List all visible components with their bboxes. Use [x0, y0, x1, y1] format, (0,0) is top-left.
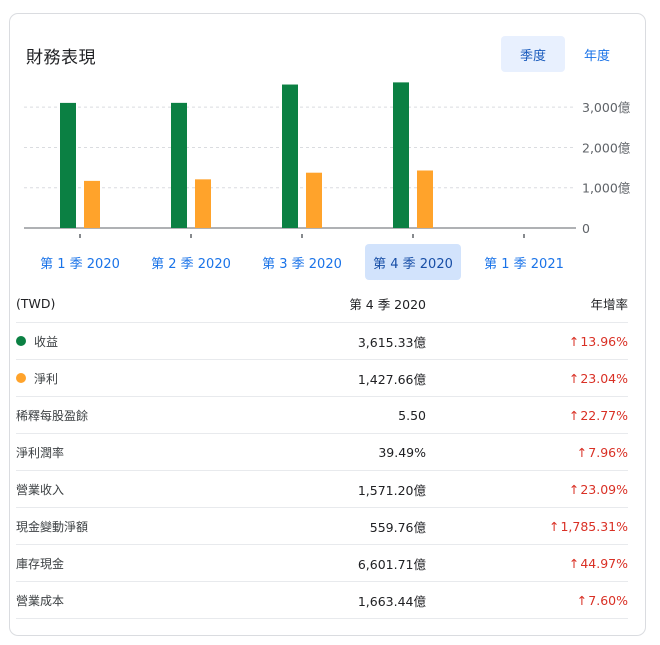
- yoy-change-value: 23.04%: [580, 370, 628, 386]
- arrow-up-icon: ↑: [568, 555, 580, 571]
- quarter-tab[interactable]: 第 1 季 2020: [40, 256, 120, 272]
- quarter-tab[interactable]: 第 4 季 2020: [365, 244, 461, 280]
- arrow-up-icon: ↑: [568, 407, 580, 423]
- metric-value: 1,427.66億: [357, 371, 426, 387]
- arrow-up-icon: ↑: [548, 518, 560, 534]
- table-row: 稀釋每股盈餘 5.50 ↑22.77%: [16, 397, 628, 434]
- yoy-change: ↑13.96%: [569, 334, 628, 349]
- period-header: 第 4 季 2020: [349, 297, 426, 312]
- table-row: 庫存現金 6,601.71億 ↑44.97%: [16, 545, 628, 582]
- yoy-change-value: 44.97%: [580, 555, 628, 571]
- yoy-change: ↑23.09%: [569, 482, 628, 497]
- y-tick-label: 2,000億: [582, 140, 631, 155]
- metric-value: 1,571.20億: [357, 482, 426, 498]
- net-income-bar[interactable]: [417, 170, 433, 228]
- card-title: 財務表現: [26, 48, 96, 68]
- arrow-up-icon: ↑: [576, 444, 588, 460]
- arrow-up-icon: ↑: [568, 370, 580, 386]
- net-income-bar[interactable]: [84, 180, 100, 228]
- net-income-bar[interactable]: [195, 179, 211, 228]
- metric-value: 559.76億: [369, 519, 426, 535]
- yoy-change: ↑1,785.31%: [549, 519, 628, 534]
- period-toggle: 季度 年度: [501, 36, 629, 72]
- table-row: 收益 3,615.33億 ↑13.96%: [16, 323, 628, 360]
- metric-label-text: 庫存現金: [16, 556, 65, 571]
- financial-bar-chart: 3,000億 2,000億 1,000億 0: [24, 82, 631, 238]
- metric-label: 營業成本: [16, 592, 64, 609]
- metric-label: 收益: [16, 333, 58, 350]
- currency-label: (TWD): [16, 296, 56, 311]
- metric-label-text: 淨利潤率: [16, 445, 65, 460]
- yoy-change-value: 23.09%: [580, 481, 628, 497]
- table-row: 營業收入 1,571.20億 ↑23.09%: [16, 471, 628, 508]
- metric-label: 庫存現金: [16, 555, 64, 572]
- metric-label: 稀釋每股盈餘: [16, 407, 88, 424]
- yoy-change: ↑7.60%: [577, 593, 628, 608]
- yoy-change-value: 7.96%: [588, 444, 628, 460]
- y-tick-label: 1,000億: [582, 181, 631, 196]
- yoy-change-value: 1,785.31%: [560, 518, 628, 534]
- revenue-bar[interactable]: [393, 82, 409, 228]
- metric-label-text: 稀釋每股盈餘: [16, 408, 89, 423]
- arrow-up-icon: ↑: [576, 592, 588, 608]
- annual-toggle-button[interactable]: 年度: [583, 48, 610, 64]
- metric-value: 5.50: [398, 407, 426, 423]
- quarter-tab[interactable]: 第 1 季 2021: [484, 256, 564, 272]
- metric-value: 39.49%: [378, 444, 426, 460]
- yoy-change-value: 13.96%: [580, 333, 628, 349]
- yoy-change: ↑7.96%: [577, 445, 628, 460]
- metric-label: 現金變動淨額: [16, 518, 88, 535]
- yoy-change-value: 22.77%: [580, 407, 628, 423]
- revenue-bar[interactable]: [171, 102, 187, 228]
- table-row: 現金變動淨額 559.76億 ↑1,785.31%: [16, 508, 628, 545]
- table-row: 淨利潤率 39.49% ↑7.96%: [16, 434, 628, 471]
- legend-dot-icon: [16, 336, 26, 346]
- yoy-change: ↑23.04%: [569, 371, 628, 386]
- metric-label-text: 營業收入: [16, 482, 65, 497]
- financial-table: (TWD) 第 4 季 2020 年增率 收益 3,615.33億 ↑13.96% 淨…: [16, 285, 628, 619]
- financial-performance-card: 財務表現 季度 年度: [9, 13, 646, 636]
- metric-label: 淨利: [16, 370, 58, 387]
- table-header-row: (TWD) 第 4 季 2020 年增率: [16, 285, 628, 323]
- legend-dot-icon: [16, 373, 26, 383]
- yoy-change: ↑22.77%: [569, 408, 628, 423]
- arrow-up-icon: ↑: [568, 333, 580, 349]
- metric-label-text: 收益: [34, 334, 59, 349]
- metric-value: 3,615.33億: [357, 334, 426, 350]
- metric-label-text: 營業成本: [16, 593, 65, 608]
- metric-value: 6,601.71億: [357, 556, 426, 572]
- quarter-selector: 第 1 季 2020 第 2 季 2020 第 3 季 2020 第 4 季 2020…: [24, 244, 584, 280]
- quarter-tab[interactable]: 第 2 季 2020: [151, 256, 231, 272]
- y-tick-label: 3,000億: [582, 100, 631, 115]
- table-row: 營業成本 1,663.44億 ↑7.60%: [16, 582, 628, 619]
- quarter-tab[interactable]: 第 3 季 2020: [262, 256, 342, 272]
- table-row: 淨利 1,427.66億 ↑23.04%: [16, 360, 628, 397]
- metric-value: 1,663.44億: [357, 593, 426, 609]
- yoy-change-value: 7.60%: [588, 592, 628, 608]
- y-tick-label: 0: [582, 221, 590, 236]
- metric-label: 營業收入: [16, 481, 64, 498]
- quarterly-toggle-button[interactable]: 季度: [501, 36, 565, 72]
- yoy-change: ↑44.97%: [569, 556, 628, 571]
- metric-label-text: 現金變動淨額: [16, 519, 89, 534]
- net-income-bar[interactable]: [306, 172, 322, 228]
- metric-label-text: 淨利: [34, 371, 59, 386]
- yoy-change-header: 年增率: [590, 297, 628, 312]
- arrow-up-icon: ↑: [568, 481, 580, 497]
- metric-label: 淨利潤率: [16, 444, 64, 461]
- revenue-bar[interactable]: [282, 84, 298, 229]
- revenue-bar[interactable]: [60, 102, 76, 228]
